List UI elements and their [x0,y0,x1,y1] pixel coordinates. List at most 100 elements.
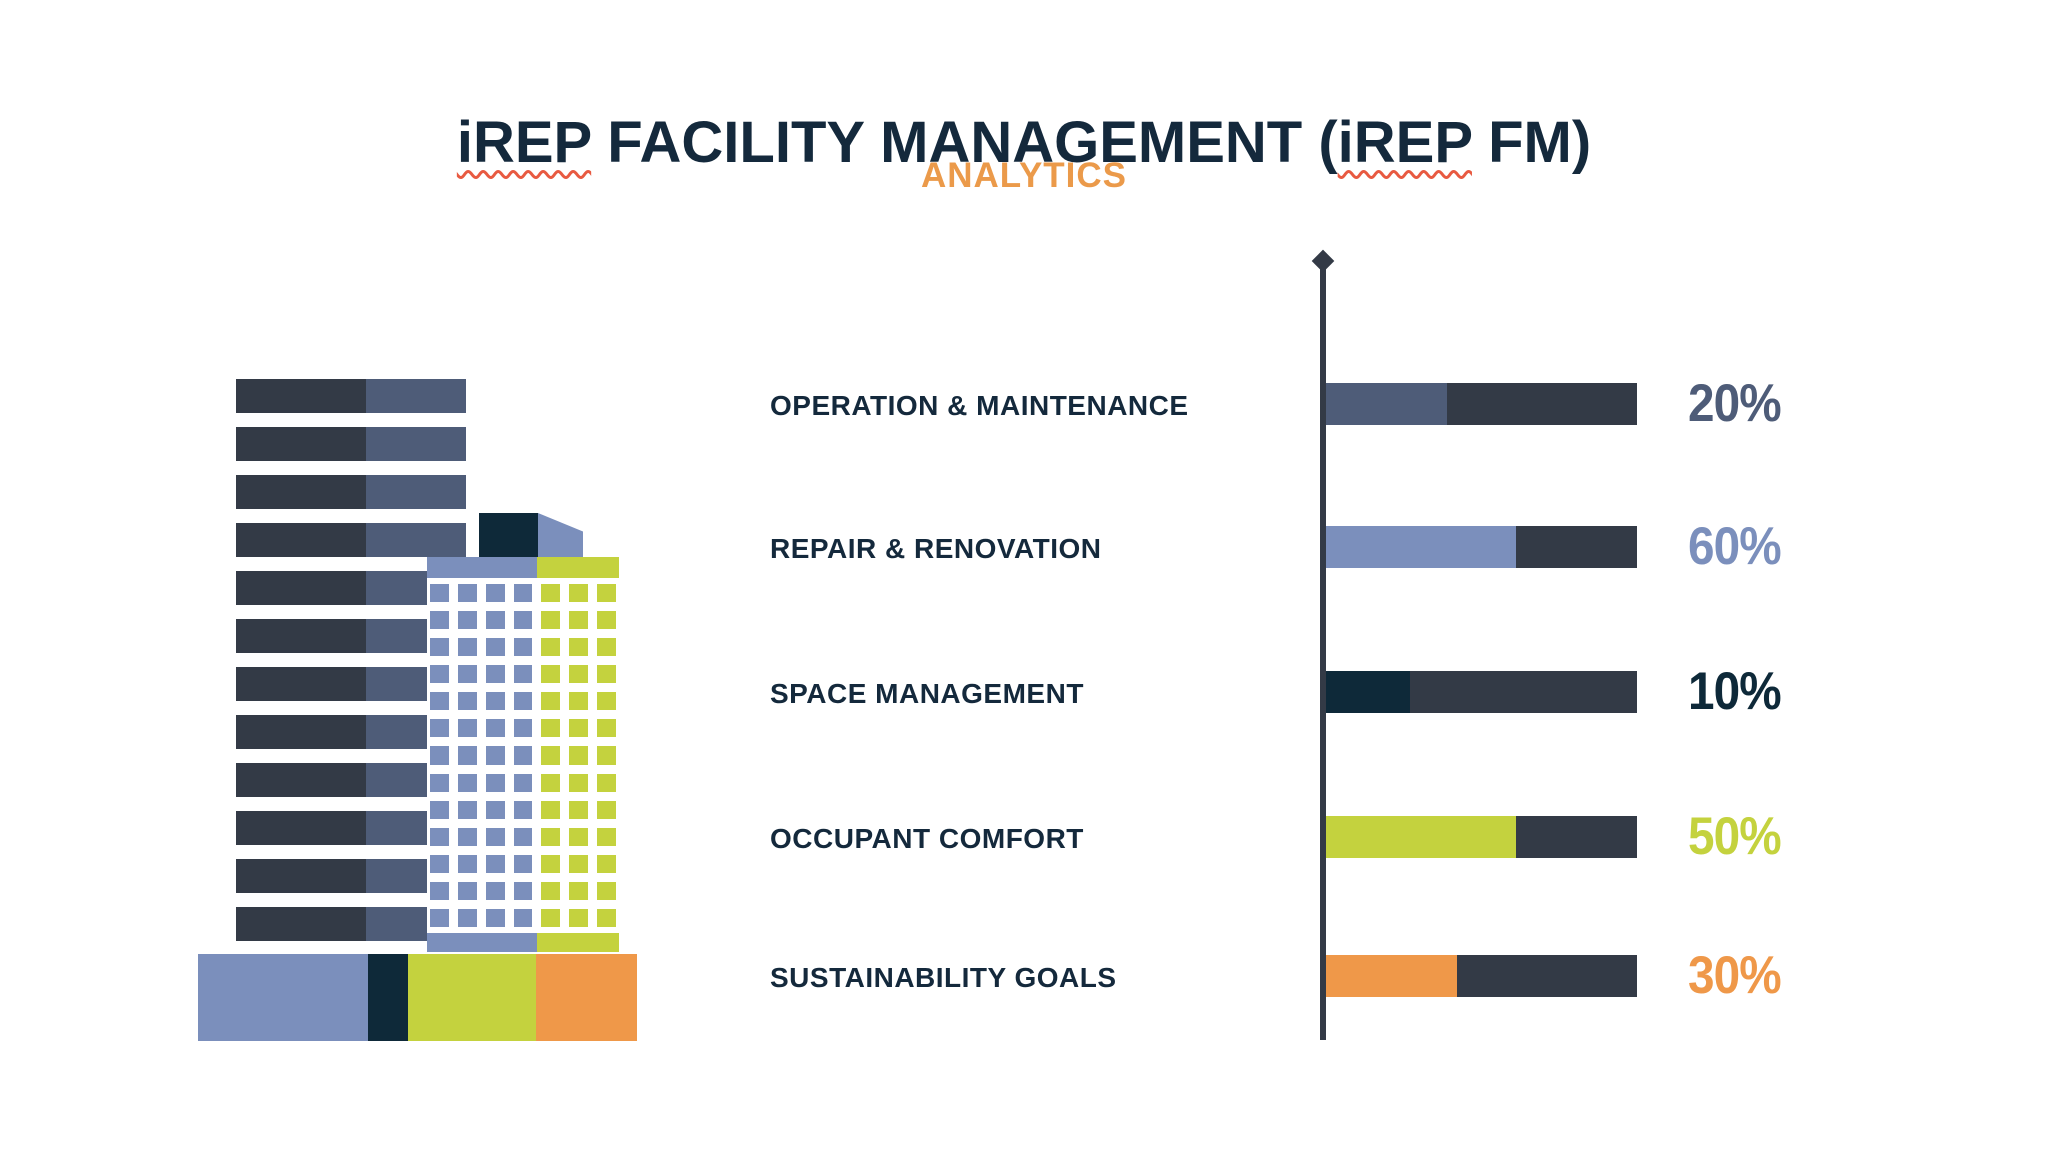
window [541,854,561,873]
chart-axis [1311,249,1335,1040]
window [541,665,561,684]
window [430,746,449,765]
axis-diamond-marker [1311,249,1335,273]
window [569,746,589,765]
window [541,719,561,738]
window [569,908,589,927]
window [569,719,589,738]
window [457,908,477,927]
title-word-irep-2: iREP [1337,109,1472,175]
bar-fill [1326,816,1516,858]
window [541,773,561,792]
stripe-light-segment [366,427,466,461]
chart-row-operation-maintenance: OPERATION & MAINTENANCE 20% [0,374,2048,433]
window [541,827,561,846]
window [485,881,505,900]
window [541,584,561,603]
window [430,881,449,900]
window [513,908,533,927]
window [485,692,505,711]
building-window-tower [427,557,619,952]
window [597,908,616,927]
window-tower-top-band [427,557,619,578]
window [541,746,561,765]
window [457,665,477,684]
window [485,584,505,603]
chart-row-occupant-comfort: OCCUPANT COMFORT 50% [0,807,2048,866]
window [430,692,449,711]
window [513,881,533,900]
window [597,881,616,900]
window [485,854,505,873]
window [597,611,616,630]
value-label: 20% [1688,374,1782,433]
tower1-stripe [236,427,466,461]
base-segment-navy [368,954,408,1041]
window-tower-bottom-band [427,933,619,952]
window [485,800,505,819]
value-label: 60% [1688,517,1782,576]
building-striped-tower [236,379,466,952]
window [541,800,561,819]
stripe-dark-segment [236,619,366,653]
window [457,827,477,846]
top-band-lime [537,557,619,578]
tower1-stripe [236,475,466,509]
stripe-dark-segment [236,379,366,413]
window [485,665,505,684]
window [541,638,561,657]
value-label: 10% [1688,662,1782,721]
category-label: SPACE MANAGEMENT [770,678,1084,709]
window [457,692,477,711]
window [569,638,589,657]
window [513,827,533,846]
bar-fill [1326,383,1448,425]
bar-fill [1326,671,1410,713]
bottom-band-blue [427,933,537,952]
window [541,692,561,711]
window [513,692,533,711]
page-subtitle: ANALYTICS [920,156,1128,195]
window [485,746,505,765]
bar-remainder [1447,383,1637,425]
window [485,611,505,630]
building-rooftop-slant [538,513,583,557]
window [485,638,505,657]
window [513,584,533,603]
chart-row-space-management: SPACE MANAGEMENT 10% [0,662,2048,721]
stripe-light-segment [366,475,466,509]
chart-row-repair-renovation: REPAIR & RENOVATION 60% [0,517,2048,576]
window [513,773,533,792]
window [597,746,616,765]
category-label: REPAIR & RENOVATION [770,533,1102,564]
top-band-blue [427,557,537,578]
stripe-dark-segment [236,907,366,941]
stripe-dark-segment [236,811,366,845]
stripe-dark-segment [236,523,366,557]
window [430,854,449,873]
title-middle: FACILITY MANAGEMENT ( [591,109,1338,175]
title-end: FM) [1471,109,1592,175]
window [430,908,449,927]
base-segment-lime [408,954,536,1041]
tower1-stripe [236,811,466,845]
window-grid [430,584,616,927]
window [457,584,477,603]
window [597,719,616,738]
bar-track [1326,955,1637,997]
value-label: 30% [1688,946,1782,1005]
window [430,638,449,657]
bar-track [1326,816,1637,858]
bar-track [1326,671,1637,713]
window [430,800,449,819]
window [513,800,533,819]
window [513,746,533,765]
value-label: 50% [1688,807,1782,866]
bar-remainder [1515,526,1637,568]
window [485,719,505,738]
window [430,611,449,630]
tower1-stripe [236,379,466,413]
title-word-irep-1: iREP [456,109,592,175]
window [430,719,449,738]
